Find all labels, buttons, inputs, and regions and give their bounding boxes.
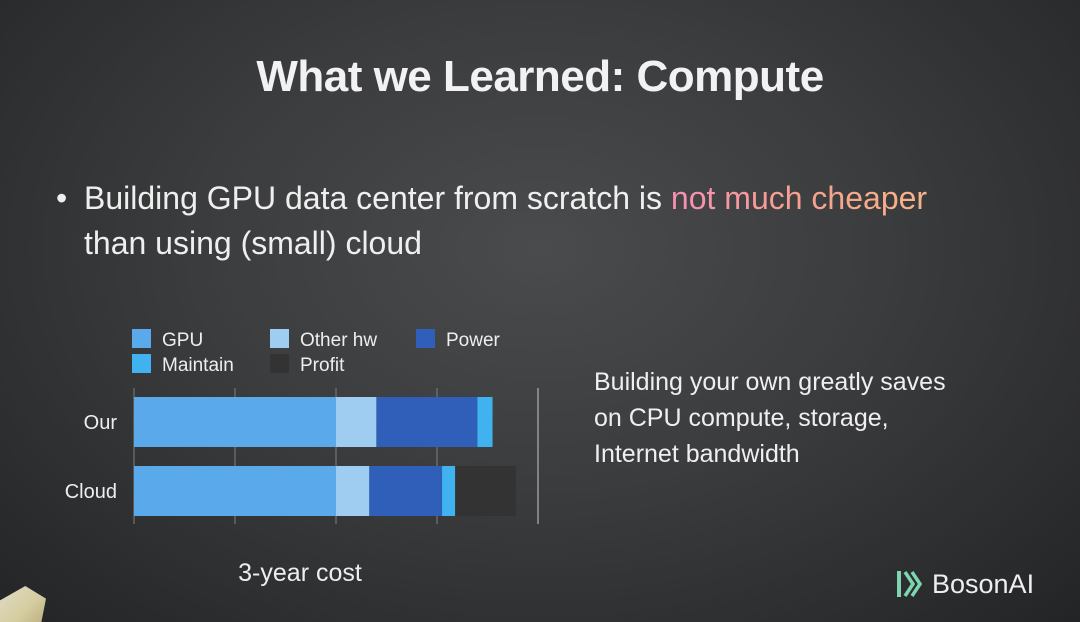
side-note-line-3: Internet bandwidth <box>594 440 800 468</box>
chart-bars <box>134 397 516 516</box>
category-label: Our <box>84 412 118 434</box>
legend-label: Profit <box>300 355 345 376</box>
bar-our-other-hw <box>336 397 377 447</box>
brand-name: BosonAI <box>932 568 1035 599</box>
bar-our-maintain <box>477 397 493 447</box>
legend-swatch <box>270 354 289 373</box>
boson-logo-icon <box>897 571 923 597</box>
bar-our-gpu <box>134 397 336 447</box>
side-note-line-2: on CPU compute, storage, <box>594 404 889 432</box>
legend-label: Power <box>446 330 501 351</box>
bar-cloud-other-hw <box>336 466 370 516</box>
bar-cloud-power <box>369 466 443 516</box>
bar-cloud-gpu <box>134 466 336 516</box>
legend-label: GPU <box>162 330 203 351</box>
legend-swatch <box>132 329 151 348</box>
legend-label: Other hw <box>300 330 377 351</box>
chart-legend: GPU Other hw Power Maintain Profit <box>132 329 501 376</box>
chart-labels: Our Cloud 3-year cost <box>65 412 362 587</box>
category-label: Cloud <box>65 481 117 503</box>
legend-swatch <box>132 354 151 373</box>
legend-swatch <box>270 329 289 348</box>
bullet-point: • Building GPU data center from scratch … <box>56 176 1036 266</box>
slide-title: What we Learned: Compute <box>256 52 824 101</box>
bar-cloud-profit <box>455 466 516 516</box>
brand: BosonAI <box>896 566 1034 602</box>
legend-label: Maintain <box>162 355 234 376</box>
side-note: Building your own greatly saves on CPU c… <box>594 364 1034 472</box>
x-axis-label: 3-year cost <box>238 559 362 587</box>
legend-swatch <box>416 329 435 348</box>
bullet-text-line-two: than using (small) cloud <box>84 225 422 261</box>
bar-cloud-maintain <box>442 466 456 516</box>
side-note-line-1: Building your own greatly saves <box>594 368 946 396</box>
bullet-dot: • <box>56 180 68 216</box>
bullet-text: Building GPU data center from scratch is… <box>84 176 1036 266</box>
bullet-highlight: not much cheaper <box>670 180 928 216</box>
bar-our-power <box>376 397 478 447</box>
bullet-text-start: Building GPU data center from scratch is <box>84 180 671 216</box>
